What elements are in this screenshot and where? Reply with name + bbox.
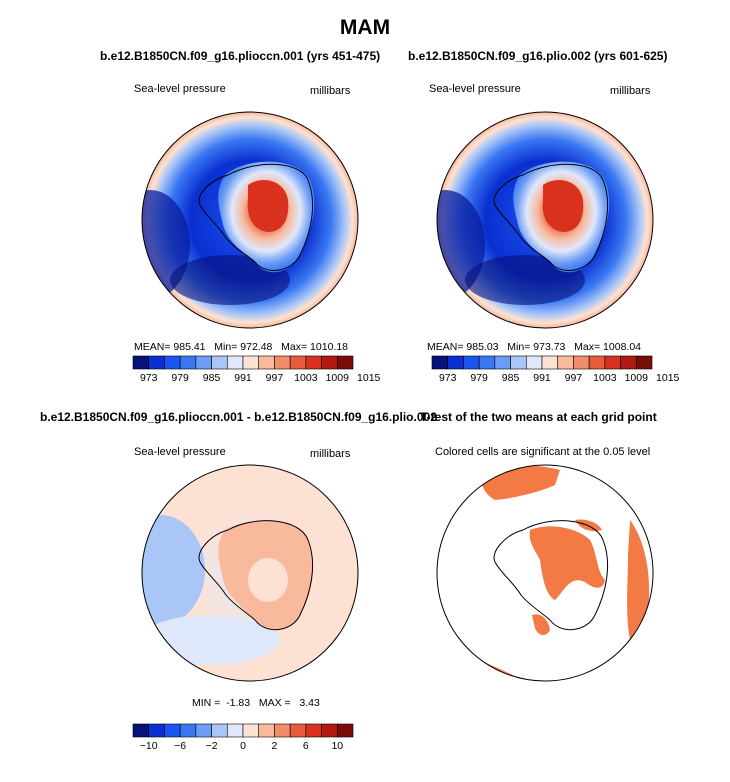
panel1-variable-label: Sea-level pressure: [134, 83, 226, 95]
figure-title: MAM: [339, 16, 391, 39]
panel2-map: [436, 111, 654, 329]
panel3-units-label: millibars: [310, 448, 351, 460]
panel2-units-label: millibars: [610, 85, 651, 97]
panel1-title: b.e12.B1850CN.f09_g16.plioccn.001 (yrs 4…: [100, 49, 381, 63]
panel3-variable-label: Sea-level pressure: [134, 446, 226, 458]
panel2-stats: MEAN= 985.03 Min= 973.73 Max= 1008.04: [427, 341, 642, 353]
panel1-units-label: millibars: [310, 85, 351, 97]
panel3-stats: MIN = -1.83 MAX = 3.43: [192, 697, 320, 709]
panel4-title: T-test of the two means at each grid poi…: [420, 410, 657, 424]
panel2-variable-label: Sea-level pressure: [429, 83, 521, 95]
panel4-map: [436, 464, 654, 682]
panel1-map: [141, 111, 359, 329]
panel4-significance-note: Colored cells are significant at the 0.0…: [435, 446, 651, 458]
panel1-stats: MEAN= 985.41 Min= 972.48 Max= 1010.18: [134, 341, 349, 353]
panel2-title: b.e12.B1850CN.f09_g16.plio.002 (yrs 601-…: [408, 49, 668, 63]
panel3-title: b.e12.B1850CN.f09_g16.plioccn.001 - b.e1…: [40, 410, 437, 424]
panel3-map: [141, 464, 359, 682]
